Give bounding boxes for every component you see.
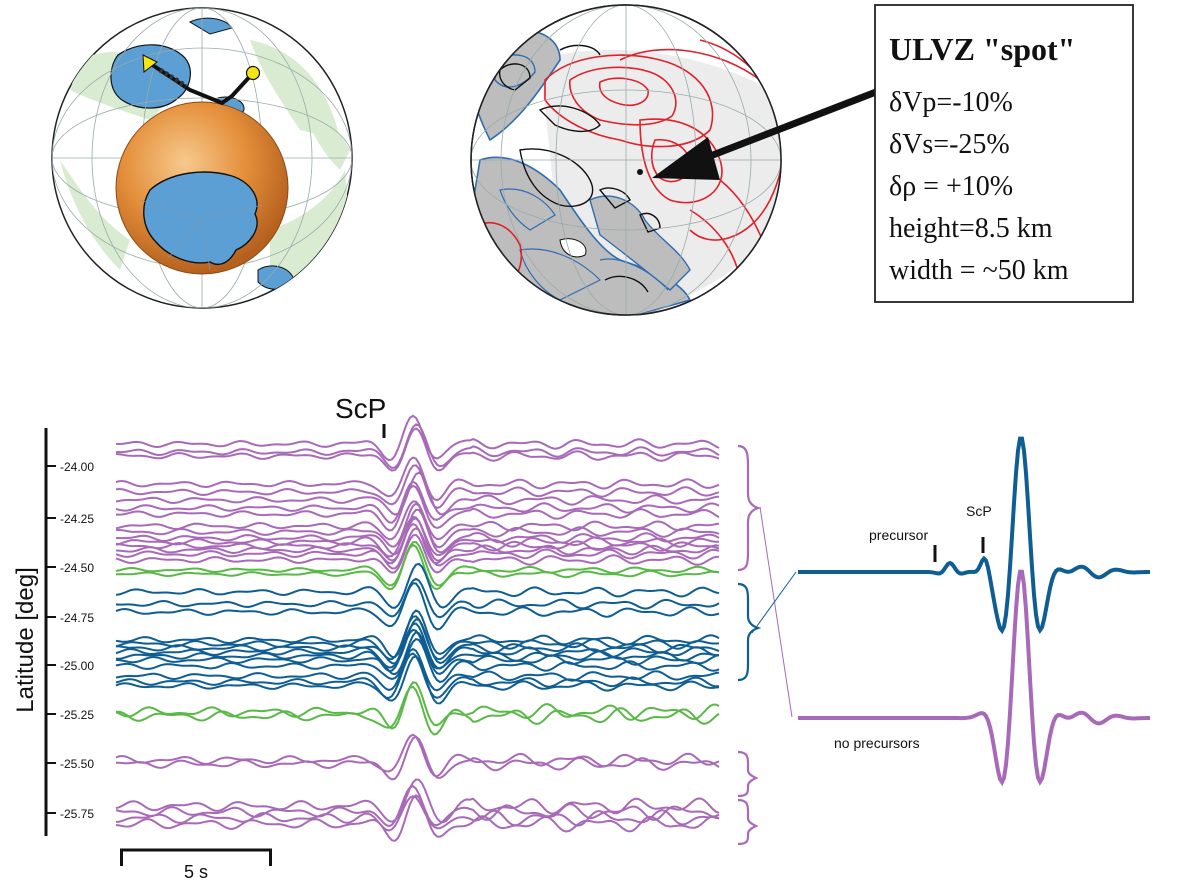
- seismogram-trace: [115, 785, 720, 828]
- ulvz-height: height=8.5 km: [889, 213, 1053, 244]
- stacked-waveforms: precursor ScP no precursors: [798, 436, 1150, 787]
- seismogram-trace: [116, 484, 720, 532]
- seismogram-trace: [115, 562, 720, 609]
- tick-label-24-75: -24.75: [60, 611, 94, 625]
- precursor-label: precursor: [869, 527, 928, 543]
- seismogram-trace: [115, 577, 720, 619]
- seismogram-trace: [115, 733, 720, 778]
- stack-scp-label: ScP: [966, 503, 992, 519]
- seismogram-trace: [115, 500, 720, 541]
- tick-label-25-50: -25.50: [60, 757, 94, 771]
- tick-label-24-25: -24.25: [60, 512, 94, 526]
- seismogram-trace: [115, 527, 720, 570]
- connector-purple: [759, 506, 793, 718]
- connector-blue: [751, 571, 797, 634]
- seismogram-trace: [115, 543, 720, 591]
- tick-label-25-25: -25.25: [60, 708, 94, 722]
- tick-label-25-00: -25.00: [60, 659, 94, 673]
- tick-label-24-50: -24.50: [60, 561, 94, 575]
- seismogram-trace: [115, 681, 720, 730]
- group-braces: [737, 444, 762, 846]
- scp-phase-label: ScP: [335, 393, 386, 424]
- ulvz-title: ULVZ "spot": [889, 31, 1075, 67]
- seismogram-trace: [115, 414, 720, 462]
- brace-upper-purple: [737, 444, 762, 572]
- station-triangle-icon: [142, 54, 158, 73]
- seismogram-trace: [115, 508, 720, 556]
- seismogram-trace: [115, 685, 720, 736]
- seismogram-trace: [115, 522, 720, 565]
- seismogram-trace: [115, 622, 720, 670]
- seismogram-trace: [115, 502, 720, 549]
- brace-blue: [737, 582, 762, 682]
- seismogram-traces: [115, 414, 720, 842]
- seismogram-trace: [116, 735, 720, 781]
- seismogram-trace: [115, 618, 720, 665]
- ulvz-pointer-arrow: [652, 88, 878, 180]
- seismogram-trace: [115, 615, 720, 661]
- seismogram-trace: [115, 647, 720, 692]
- stack-no-precursor: [798, 569, 1150, 787]
- tomography-globe: [470, 4, 782, 316]
- seismogram-trace: [116, 628, 719, 673]
- seismogram-trace: [115, 795, 720, 832]
- ulvz-dvs: δVs=-25%: [889, 129, 1010, 160]
- no-precursor-label: no precursors: [834, 735, 920, 751]
- seismogram-trace: [115, 533, 720, 574]
- time-scale-bar: 5 s: [120, 848, 272, 882]
- seismogram-trace: [115, 480, 720, 524]
- seismogram-record-section: ScP -24.00 -24.25 -24.50 -24.75 -25.00 -…: [12, 393, 797, 882]
- latitude-ticks: [46, 465, 56, 814]
- seismogram-trace: [115, 464, 720, 509]
- ulvz-width: width = ~50 km: [889, 255, 1069, 286]
- earthquake-source-icon: [245, 65, 261, 81]
- tick-label-25-75: -25.75: [60, 807, 94, 821]
- brace-lower-purple-2: [737, 798, 759, 846]
- seismogram-trace: [115, 631, 720, 676]
- seismogram-trace: [115, 794, 720, 842]
- earth-globe-core-view: [51, 7, 353, 309]
- seismogram-trace: [115, 456, 720, 502]
- stack-with-precursor: [798, 436, 1150, 635]
- seismogram-trace: [115, 471, 720, 516]
- latitude-axis-label: Latitude [deg]: [12, 567, 39, 712]
- ulvz-dvp: δVp=-10%: [889, 87, 1013, 118]
- seismogram-trace: [115, 609, 720, 659]
- seismogram-trace: [115, 637, 720, 684]
- seismogram-trace: [115, 540, 720, 587]
- scale-bar-label: 5 s: [184, 862, 208, 882]
- seismogram-trace: [115, 655, 720, 705]
- ulvz-drho: δρ = +10%: [889, 171, 1013, 202]
- brace-lower-purple-1: [737, 750, 759, 798]
- tick-label-24-00: -24.00: [60, 460, 94, 474]
- seismogram-trace: [115, 517, 720, 562]
- ulvz-parameter-box: ULVZ "spot" δVp=-10% δVs=-25% δρ = +10% …: [874, 4, 1134, 303]
- seismogram-trace: [115, 582, 720, 631]
- seismogram-trace: [115, 427, 720, 472]
